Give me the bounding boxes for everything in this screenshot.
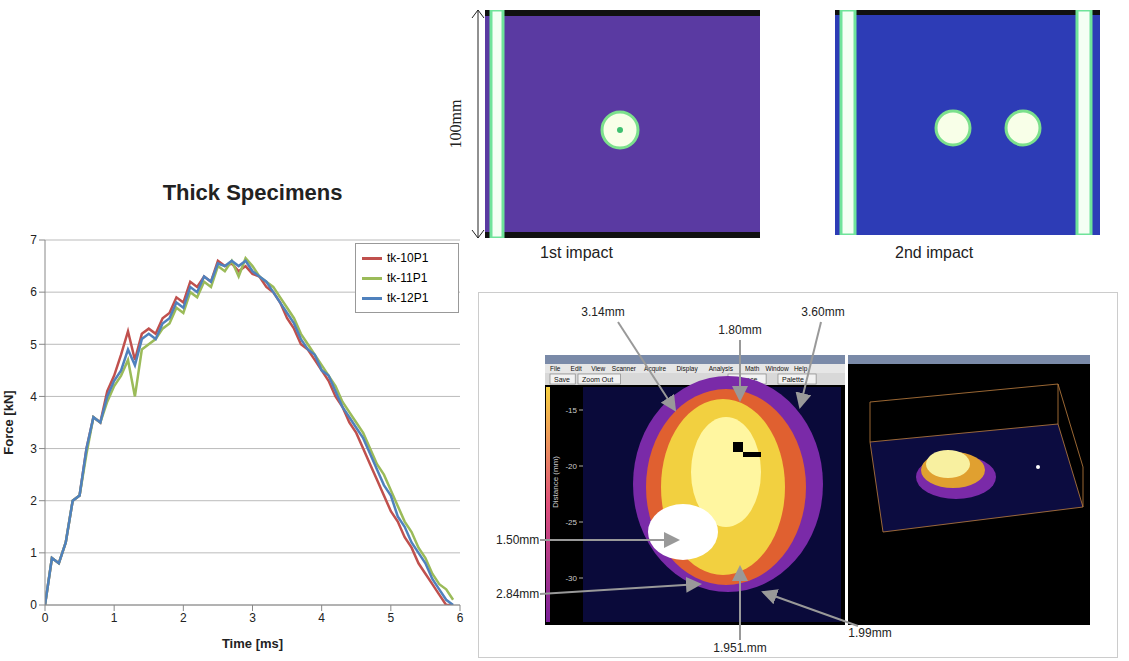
svg-text:File: File (550, 365, 561, 372)
svg-text:6: 6 (30, 285, 37, 299)
svg-text:Math: Math (745, 365, 760, 372)
svg-text:3: 3 (249, 611, 256, 625)
svg-text:View: View (591, 365, 605, 372)
svg-text:2: 2 (180, 611, 187, 625)
svg-text:-20: -20 (565, 462, 577, 471)
svg-text:1.951.mm: 1.951.mm (713, 641, 766, 655)
svg-text:7: 7 (30, 233, 37, 247)
svg-text:2: 2 (30, 494, 37, 508)
svg-text:4: 4 (30, 390, 37, 404)
svg-text:0: 0 (42, 611, 49, 625)
svg-text:2.84mm: 2.84mm (496, 587, 539, 601)
svg-text:Time [ms]: Time [ms] (222, 636, 283, 651)
svg-text:4: 4 (318, 611, 325, 625)
svg-text:Window: Window (766, 365, 789, 372)
svg-text:Distance (mm): Distance (mm) (551, 456, 560, 508)
svg-text:Palette: Palette (782, 376, 804, 383)
svg-text:3: 3 (30, 442, 37, 456)
html-text:Thick Specimens: Thick Specimens (162, 180, 343, 205)
html-text:tk-11P1: tk-11P1 (387, 271, 428, 285)
svg-text:3.14mm: 3.14mm (581, 305, 624, 319)
svg-text:5: 5 (30, 338, 37, 352)
svg-text:Zoom Out: Zoom Out (582, 376, 613, 383)
svg-text:Scanner: Scanner (612, 365, 637, 372)
html-text:tk-10P1: tk-10P1 (387, 251, 429, 265)
svg-text:-30: -30 (565, 574, 577, 583)
svg-text:1: 1 (111, 611, 118, 625)
svg-text:Display: Display (676, 365, 698, 373)
html-text:tk-12P1: tk-12P1 (387, 291, 429, 305)
svg-text:Force [kN]: Force [kN] (1, 390, 16, 454)
svg-text:-25: -25 (565, 518, 577, 527)
svg-text:6: 6 (457, 611, 464, 625)
svg-text:Save: Save (554, 376, 570, 383)
svg-text:Edit: Edit (571, 365, 582, 372)
svg-text:-15: -15 (565, 406, 577, 415)
svg-text:0: 0 (30, 598, 37, 612)
svg-text:5: 5 (387, 611, 394, 625)
html-text:2nd impact: 2nd impact (895, 244, 974, 261)
svg-text:Acquire: Acquire (644, 365, 667, 372)
svg-text:Analysis: Analysis (709, 365, 734, 373)
svg-text:1: 1 (30, 546, 37, 560)
svg-text:Help: Help (794, 365, 808, 373)
svg-text:1.50mm: 1.50mm (496, 533, 539, 547)
svg-text:3.60mm: 3.60mm (801, 305, 844, 319)
svg-text:1.80mm: 1.80mm (718, 323, 761, 337)
svg-text:1.99mm: 1.99mm (848, 626, 891, 640)
html-text:1st impact: 1st impact (540, 244, 613, 261)
svg-text:100mm: 100mm (447, 99, 464, 148)
